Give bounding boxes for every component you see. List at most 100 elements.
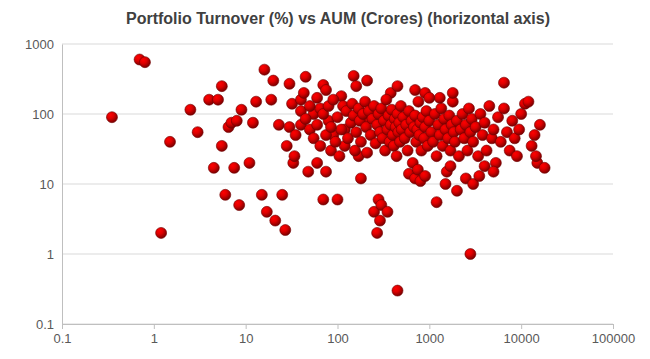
tick-mark: [429, 324, 430, 329]
point: [431, 151, 442, 162]
tick: 10: [40, 177, 62, 192]
point: [156, 227, 167, 238]
point: [447, 87, 458, 98]
tick: 1: [151, 324, 158, 346]
point: [362, 147, 373, 158]
point: [256, 189, 267, 200]
tick-label: 1000: [25, 37, 54, 52]
point: [526, 140, 537, 151]
axis-line: [62, 45, 63, 325]
point: [420, 171, 431, 182]
point: [468, 136, 479, 147]
point: [216, 81, 227, 92]
tick: 10: [239, 324, 253, 346]
point: [284, 78, 295, 89]
point: [213, 94, 224, 105]
tick-label: 100000: [592, 331, 635, 346]
point: [355, 136, 366, 147]
point: [334, 151, 345, 162]
plot-area: 0.1 1 10 100 1000 10000 100000 0.1 1 10 100 1000: [25, 37, 635, 347]
point: [185, 104, 196, 115]
point: [484, 101, 495, 112]
tick: 1000: [415, 324, 444, 346]
point: [229, 162, 240, 173]
tick-label: 0.1: [36, 317, 54, 332]
point: [488, 124, 499, 135]
point: [381, 94, 392, 105]
axis-line: [63, 325, 614, 330]
point: [391, 151, 402, 162]
point: [392, 81, 403, 92]
point: [273, 119, 284, 130]
point: [244, 157, 255, 168]
tick-label: 10000: [504, 331, 540, 346]
point: [392, 285, 403, 296]
point: [431, 197, 442, 208]
tick: 100: [327, 324, 349, 346]
tick: 1: [47, 247, 62, 262]
tick: 100: [32, 107, 62, 122]
point: [300, 113, 311, 124]
chart-title: Portfolio Turnover (%) vs AUM (Crores) (…: [126, 10, 550, 27]
tick-label: 1: [47, 247, 54, 262]
y-axis: 0.1 1 10 100 1000: [25, 37, 62, 332]
point: [402, 145, 413, 156]
point: [465, 249, 476, 260]
point: [463, 103, 474, 114]
point: [434, 92, 445, 103]
point: [247, 117, 258, 128]
point: [318, 194, 329, 205]
point: [523, 96, 534, 107]
point: [530, 151, 541, 162]
tick-label: 10: [239, 331, 253, 346]
tick-mark: [613, 324, 614, 329]
point: [332, 194, 343, 205]
point: [220, 189, 231, 200]
point: [192, 127, 203, 138]
point: [474, 171, 485, 182]
point: [481, 145, 492, 156]
point: [514, 124, 525, 135]
point: [261, 206, 272, 217]
point: [303, 166, 314, 177]
grid-line: [62, 44, 613, 45]
tick-mark: [338, 324, 339, 329]
point: [315, 140, 326, 151]
point: [488, 166, 499, 177]
point: [351, 81, 362, 92]
chart: Portfolio Turnover (%) vs AUM (Crores) (…: [0, 0, 650, 359]
point: [382, 206, 393, 217]
tick-label: 1: [151, 331, 158, 346]
point: [511, 151, 522, 162]
tick-label: 10: [40, 177, 54, 192]
points: [106, 54, 550, 296]
tick-label: 100: [327, 331, 349, 346]
point: [424, 92, 435, 103]
point: [139, 57, 150, 68]
point: [298, 87, 309, 98]
point: [165, 136, 176, 147]
point: [374, 215, 385, 226]
point: [445, 161, 456, 172]
point: [440, 179, 451, 190]
tick: 1000: [25, 37, 62, 52]
point: [312, 119, 323, 130]
y-grid: [62, 44, 613, 324]
point: [251, 96, 262, 107]
point: [236, 104, 247, 115]
point: [270, 215, 281, 226]
point: [290, 130, 301, 141]
tick: 0.1: [53, 324, 71, 346]
x-axis: 0.1 1 10 100 1000 10000 100000: [53, 324, 635, 346]
point: [300, 71, 311, 82]
point: [534, 119, 545, 130]
point: [281, 140, 292, 151]
tick-label: 1000: [415, 331, 444, 346]
tick-mark: [154, 324, 155, 329]
point: [529, 130, 540, 141]
point: [216, 140, 227, 151]
tick-label: 0.1: [53, 331, 71, 346]
point: [266, 94, 277, 105]
point: [355, 173, 366, 184]
tick-mark: [521, 324, 522, 329]
